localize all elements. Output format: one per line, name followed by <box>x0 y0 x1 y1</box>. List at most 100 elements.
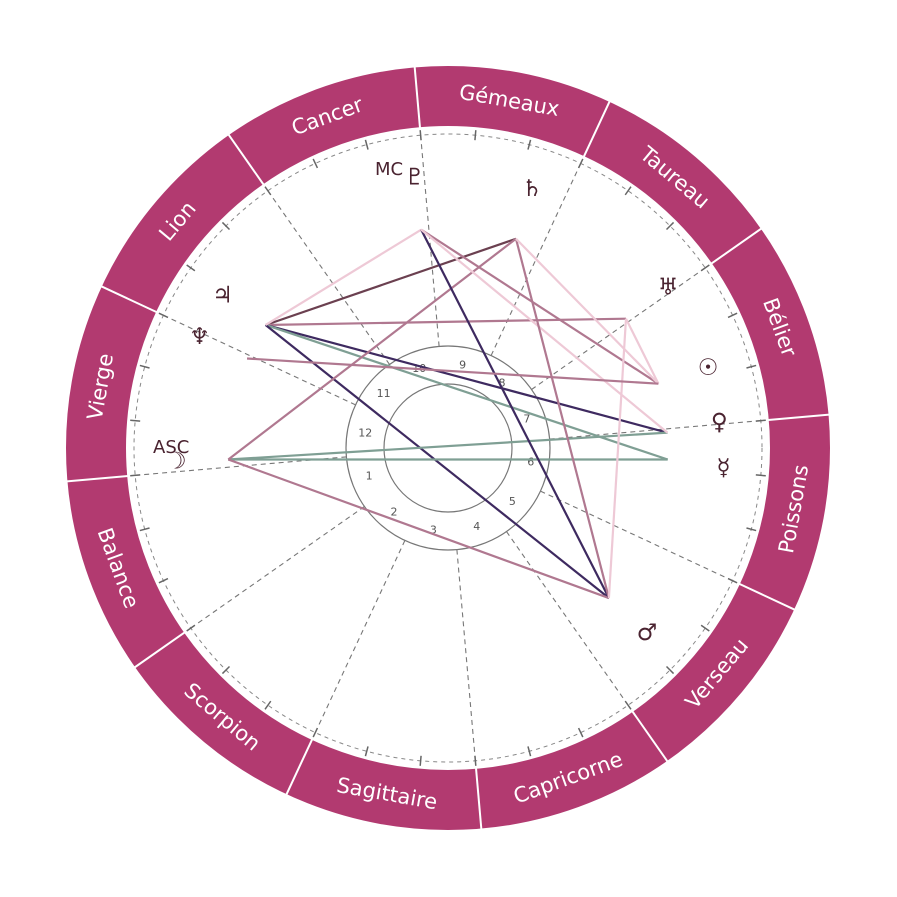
degree-tick <box>624 186 632 196</box>
sign-dividers <box>65 65 831 831</box>
mercury-icon: ☿ <box>717 455 731 481</box>
degree-tick <box>221 221 231 231</box>
degree-tick <box>700 624 710 632</box>
house-number: 4 <box>473 520 480 533</box>
degree-tick <box>527 746 532 757</box>
aspect-line <box>246 357 659 385</box>
sign-divider <box>474 766 483 831</box>
sun-icon: ☉ <box>698 355 719 381</box>
house-number: 2 <box>391 505 398 518</box>
sign-divider <box>226 132 266 187</box>
aspect-line <box>265 228 422 326</box>
neptune-icon: ♆ <box>189 324 210 350</box>
degree-tick <box>186 264 196 272</box>
aspect-line <box>265 323 668 434</box>
uranus-icon: ♅ <box>658 275 679 301</box>
aspect-line <box>227 237 517 461</box>
sign-divider <box>99 284 159 314</box>
degree-tick <box>221 665 231 675</box>
degree-tick <box>624 700 632 710</box>
degree-tick <box>755 474 766 477</box>
degree-tick <box>727 577 738 584</box>
house-cusp-line <box>506 531 629 706</box>
ascendant-label: ASC <box>153 437 189 458</box>
aspect-line <box>264 324 610 599</box>
house-number: 6 <box>527 456 534 469</box>
sign-divider <box>582 99 612 159</box>
degree-tick <box>665 665 675 675</box>
degree-tick <box>312 727 319 738</box>
moon-icon: ☽ <box>166 449 187 475</box>
degree-tick <box>139 527 150 532</box>
house-number: 9 <box>459 358 466 371</box>
zodiac-ring: BélierTaureauGémeauxCancerLionViergeBala… <box>65 65 831 831</box>
degree-tick <box>186 624 196 632</box>
degree-tick <box>364 746 369 757</box>
degree-tick <box>474 755 477 766</box>
house-number: 7 <box>523 412 530 425</box>
aspect-line <box>265 317 627 327</box>
aspect-line <box>265 237 517 327</box>
sign-divider <box>284 737 314 797</box>
outer-dashed-circle <box>133 133 763 763</box>
degree-tick <box>746 364 757 369</box>
degree-tick <box>665 221 675 231</box>
aspect-lines <box>227 228 669 600</box>
house-cusp-line <box>531 267 706 390</box>
aspect-line <box>607 318 628 599</box>
degree-tick <box>577 727 584 738</box>
house-cusp-line <box>456 549 476 761</box>
angle-labels: ASC MC <box>153 159 403 458</box>
house-number: 3 <box>430 524 437 537</box>
aspect-line <box>420 228 659 385</box>
house-cusp-line <box>190 506 365 629</box>
pluto-icon: ♇ <box>405 165 426 191</box>
degree-tick <box>130 474 141 477</box>
sign-divider <box>630 709 670 764</box>
house-number: 5 <box>509 495 516 508</box>
degree-tick <box>727 312 738 319</box>
degree-tick <box>577 158 584 169</box>
aspect-line <box>227 458 610 600</box>
jupiter-icon: ♃ <box>212 282 233 308</box>
degree-tick <box>364 139 369 150</box>
degree-tick <box>264 700 272 710</box>
degree-tick <box>746 527 757 532</box>
house-ring-inner <box>383 383 513 513</box>
aspect-line <box>228 431 668 461</box>
zodiac-ring-band <box>66 66 830 830</box>
aspect-line <box>420 228 669 434</box>
house-cusp-line <box>314 540 406 733</box>
sign-divider <box>132 630 187 670</box>
degree-tick <box>527 139 532 150</box>
midheaven-label: MC <box>375 159 403 180</box>
degree-tick <box>419 755 422 766</box>
house-cusp-line <box>267 190 390 365</box>
house-number: 11 <box>377 387 391 400</box>
planet-glyphs: ☉ ☽ ☿ ♀ ♂ ♃ ♄ ♅ ♆ ♇ <box>166 165 731 646</box>
sign-divider <box>413 65 422 130</box>
degree-tick <box>419 130 422 141</box>
degree-tick <box>312 158 319 169</box>
degree-tick <box>264 186 272 196</box>
house-number: 12 <box>358 426 372 439</box>
sign-divider <box>766 413 831 422</box>
aspect-line <box>514 238 610 599</box>
degree-tick <box>158 312 169 319</box>
venus-icon: ♀ <box>711 410 728 436</box>
sign-divider <box>709 226 764 266</box>
aspect-line <box>515 237 660 385</box>
degree-tick <box>700 264 710 272</box>
degree-tick <box>755 419 766 422</box>
house-number: 8 <box>498 377 505 390</box>
mars-icon: ♂ <box>637 620 658 646</box>
aspect-line <box>624 318 660 385</box>
sign-divider <box>737 582 797 612</box>
degree-tick <box>130 419 141 422</box>
house-ring-outer <box>345 345 551 551</box>
degree-tick <box>158 577 169 584</box>
degree-tick <box>474 130 477 141</box>
saturn-icon: ♄ <box>522 176 543 202</box>
sign-divider <box>65 474 130 483</box>
